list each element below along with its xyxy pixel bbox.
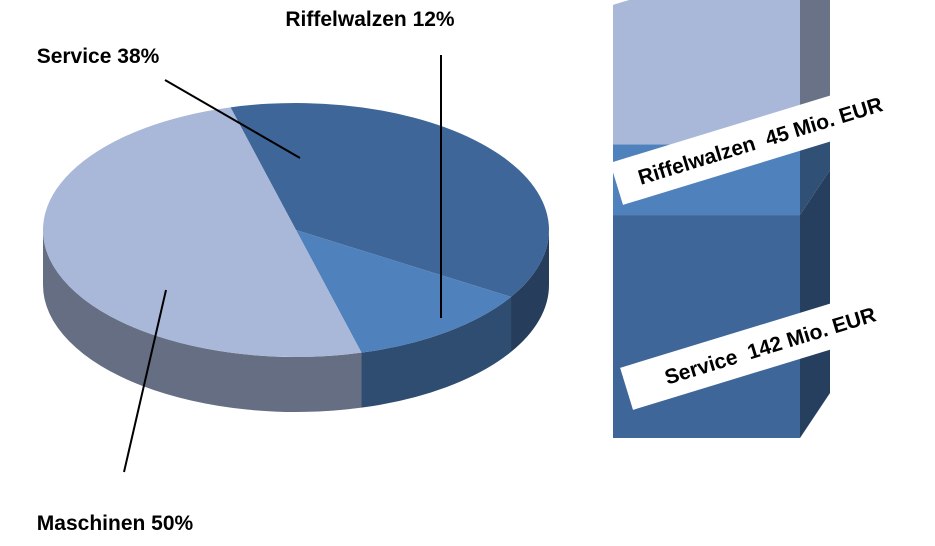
pie-side bbox=[43, 230, 362, 413]
leader-line bbox=[164, 79, 301, 159]
leader-line bbox=[123, 289, 167, 473]
pie-side bbox=[511, 230, 549, 352]
bar-label: Service 142 Mio. EUR bbox=[620, 280, 920, 410]
value-label: 12% bbox=[413, 8, 455, 31]
data-label: Maschinen 50% bbox=[37, 512, 194, 535]
label-box bbox=[610, 75, 910, 205]
value-label: 50% bbox=[151, 512, 193, 535]
category-label: Service bbox=[37, 45, 112, 68]
pie-chart: Service 38% Riffelwalzen 12% Maschinen 50% bbox=[37, 8, 550, 535]
category-label: Maschinen bbox=[37, 512, 146, 535]
data-label: Service 38% bbox=[37, 45, 160, 68]
pie-slice bbox=[43, 107, 362, 357]
category-label: Riffelwalzen bbox=[285, 8, 406, 31]
pie-side bbox=[361, 296, 512, 408]
value-label: 38% bbox=[117, 45, 159, 68]
pie-slice bbox=[296, 230, 512, 353]
pie-slice bbox=[230, 103, 550, 297]
label-box bbox=[620, 280, 920, 410]
bar-side bbox=[800, 170, 830, 438]
data-label: Riffelwalzen 12% bbox=[285, 8, 455, 31]
